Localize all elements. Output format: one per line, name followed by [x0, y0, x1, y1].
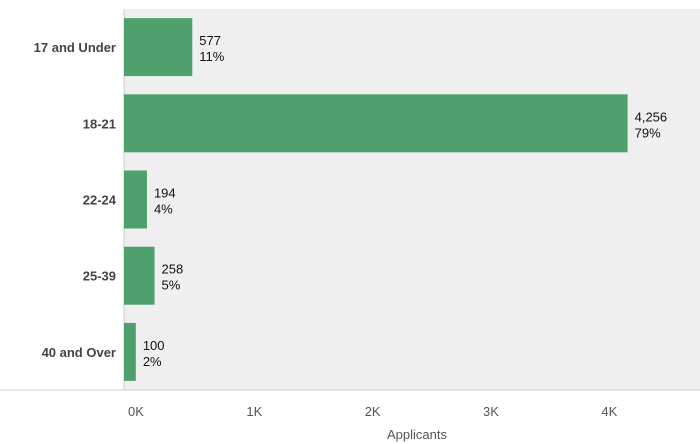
x-tick-label: 3K — [483, 404, 499, 419]
percent-label: 4% — [154, 202, 173, 217]
bar — [124, 18, 193, 77]
x-tick-label: 0K — [128, 404, 144, 419]
x-axis-ticks: 0K 1K 2K 3K 4K — [128, 404, 618, 419]
category-label: 22-24 — [83, 193, 117, 208]
x-tick-label: 4K — [601, 404, 617, 419]
percent-label: 11% — [199, 49, 224, 64]
value-label: 4,256 — [635, 109, 668, 124]
bar — [124, 246, 155, 305]
category-labels: 17 and Under 18-21 22-24 25-39 40 and Over — [34, 40, 117, 360]
bars — [124, 18, 628, 381]
category-label: 40 and Over — [42, 345, 116, 360]
percent-label: 79% — [635, 125, 661, 140]
bar — [124, 94, 628, 153]
category-label: 17 and Under — [34, 40, 116, 55]
value-label: 100 — [143, 338, 165, 353]
plot-background — [124, 9, 700, 390]
bar — [124, 170, 147, 229]
x-tick-label: 2K — [365, 404, 381, 419]
percent-label: 5% — [162, 278, 181, 293]
bar — [124, 322, 136, 381]
value-label: 194 — [154, 186, 176, 201]
value-label: 577 — [199, 33, 221, 48]
category-label: 25-39 — [83, 269, 116, 284]
x-tick-label: 1K — [246, 404, 262, 419]
x-axis-title: Applicants — [387, 427, 447, 442]
value-label: 258 — [162, 262, 184, 277]
category-label: 18-21 — [83, 116, 116, 131]
percent-label: 2% — [143, 354, 162, 369]
